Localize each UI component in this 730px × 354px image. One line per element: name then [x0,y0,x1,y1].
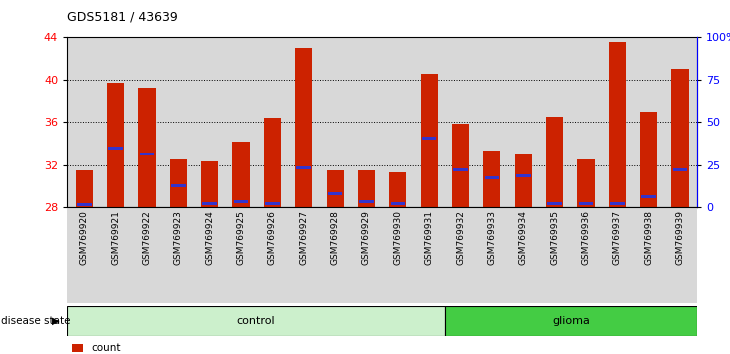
Bar [234,200,248,203]
Text: disease state: disease state [1,316,70,326]
Text: glioma: glioma [552,316,590,326]
Bar [201,161,218,207]
Bar [391,202,405,205]
Bar [422,137,437,139]
Bar [232,142,250,207]
Bar [546,117,563,207]
Text: GSM769934: GSM769934 [519,210,528,265]
Bar [202,202,217,205]
Text: ▶: ▶ [53,316,60,326]
Legend: count, percentile rank within the sample: count, percentile rank within the sample [72,343,267,354]
Bar [359,200,374,203]
Bar [452,124,469,207]
Bar [326,170,344,207]
Text: GSM769922: GSM769922 [142,210,152,265]
Bar [483,151,501,207]
Bar [515,154,532,207]
Bar [672,169,687,171]
Bar [265,202,280,205]
Text: GSM769924: GSM769924 [205,210,215,265]
Bar [516,174,531,177]
Bar [389,172,407,207]
Bar [67,306,445,336]
Bar [295,48,312,207]
Text: GSM769920: GSM769920 [80,210,89,265]
Bar [609,42,626,207]
Text: GSM769935: GSM769935 [550,210,559,265]
Text: GSM769933: GSM769933 [488,210,496,265]
Bar [139,153,155,155]
Bar [577,159,594,207]
Text: GSM769931: GSM769931 [425,210,434,265]
Text: GSM769928: GSM769928 [331,210,339,265]
Text: GSM769925: GSM769925 [237,210,245,265]
Text: GSM769937: GSM769937 [612,210,622,265]
Text: control: control [237,316,275,326]
Bar [485,176,499,179]
Text: GSM769926: GSM769926 [268,210,277,265]
Bar [109,147,123,150]
Bar [171,184,185,187]
Bar [76,170,93,207]
Bar [610,202,625,205]
Text: GSM769923: GSM769923 [174,210,183,265]
Text: GSM769930: GSM769930 [393,210,402,265]
Bar [296,166,311,169]
Text: GSM769921: GSM769921 [111,210,120,265]
Bar [264,118,281,207]
Bar [579,202,593,205]
Text: GSM769936: GSM769936 [581,210,591,265]
Bar [358,170,375,207]
Text: GSM769929: GSM769929 [362,210,371,265]
Bar [328,192,342,195]
Text: GDS5181 / 43639: GDS5181 / 43639 [67,11,178,24]
Bar [170,159,187,207]
Bar [445,306,697,336]
Bar [139,88,155,207]
Bar [641,195,656,198]
Bar [420,74,438,207]
Bar [548,202,562,205]
Bar [453,169,468,171]
Text: GSM769938: GSM769938 [644,210,653,265]
Bar [672,69,688,207]
Text: GSM769932: GSM769932 [456,210,465,265]
Bar [107,83,124,207]
Text: GSM769927: GSM769927 [299,210,308,265]
Text: GSM769939: GSM769939 [675,210,685,265]
Bar [77,204,92,206]
Bar [640,112,657,207]
